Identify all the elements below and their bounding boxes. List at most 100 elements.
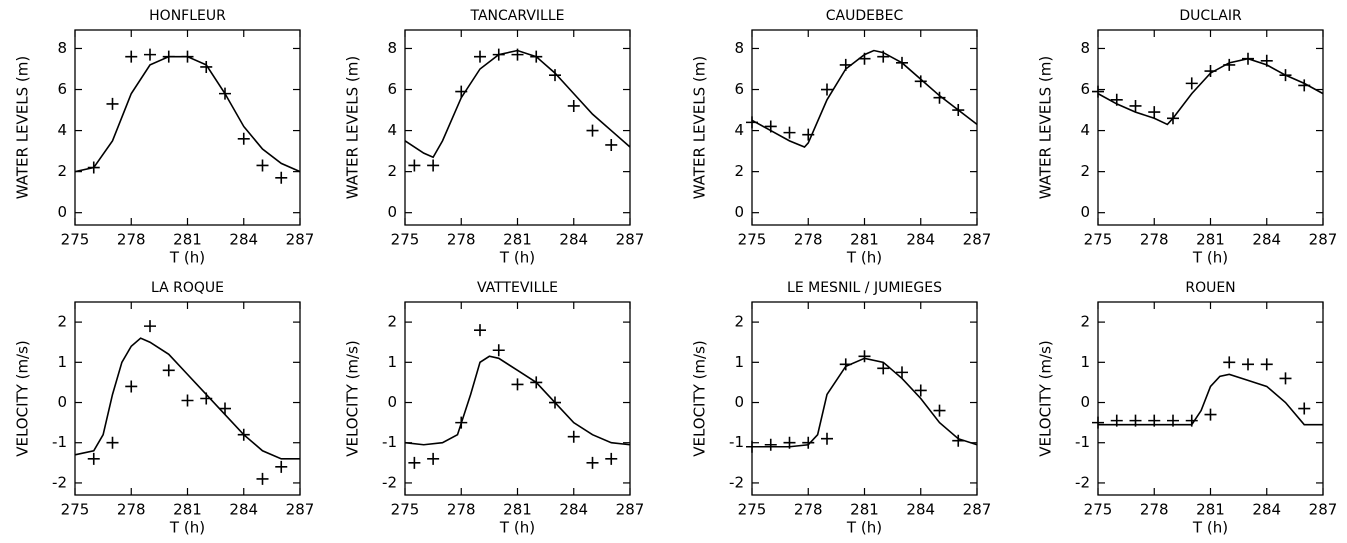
subplot-title: CAUDEBEC: [826, 8, 904, 24]
model-line: [74, 55, 301, 173]
observation-marker: [144, 48, 156, 61]
observation-marker: [1110, 414, 1123, 427]
observation-marker: [802, 128, 815, 141]
y-tick-label: -2: [729, 473, 744, 491]
observation-marker: [427, 452, 440, 465]
x-tick-label: 281: [503, 501, 532, 519]
x-tick-label: 287: [616, 501, 645, 519]
x-tick-label: 287: [286, 231, 315, 249]
y-tick-label: 2: [1080, 313, 1090, 331]
observation-marker: [1092, 416, 1104, 429]
x-tick-label: 278: [794, 501, 823, 519]
subplot: DUCLAIR 275 278 281 284 287 0 2 4 6 8 T (h) WATER LE…: [1037, 8, 1338, 267]
observation-marker: [455, 85, 468, 98]
x-tick-label: 275: [61, 501, 90, 519]
y-axis-label: VELOCITY (m/s): [344, 340, 362, 457]
y-tick-label: 6: [1080, 80, 1090, 98]
x-axis-label: T (h): [499, 249, 535, 267]
observation-marker: [1185, 414, 1198, 427]
observation-marker: [219, 87, 231, 100]
observation-marker: [492, 344, 505, 357]
observation-marker: [256, 159, 269, 172]
observation-marker: [839, 58, 852, 71]
model-line: [1097, 57, 1324, 126]
y-axis-label: WATER LEVELS (m): [1037, 56, 1055, 199]
subplot-title: LE MESNIL / JUMIEGES: [787, 280, 942, 296]
subplot: HONFLEUR 275 278 281 284 287 0 2 4 6 8 T (h) WATER L…: [14, 8, 315, 267]
observation-marker: [1092, 85, 1104, 98]
y-axis-label: VELOCITY (m/s): [691, 340, 709, 457]
observation-marker: [914, 75, 927, 88]
y-tick-label: 0: [387, 203, 397, 221]
subplot-title: DUCLAIR: [1179, 8, 1242, 24]
observation-marker: [106, 436, 119, 449]
observation-marker: [764, 120, 777, 133]
model-line: [404, 49, 631, 159]
x-tick-label: 278: [1140, 231, 1169, 249]
observation-marker: [492, 48, 505, 61]
observation-marker: [1167, 414, 1179, 427]
observation-marker: [162, 50, 175, 63]
x-tick-label: 275: [738, 231, 767, 249]
subplot: LE MESNIL / JUMIEGES 275 278 281 284 287 -2 -1 0…: [691, 280, 992, 537]
observation-marker: [549, 396, 561, 409]
subplot-title: TANCARVILLE: [470, 8, 565, 24]
observation-marker: [530, 50, 543, 63]
observation-marker: [952, 104, 965, 117]
y-tick-label: 8: [387, 39, 397, 57]
model-line: [404, 355, 631, 446]
y-tick-label: 4: [1080, 121, 1090, 139]
observation-marker: [408, 456, 421, 469]
subplot-title: HONFLEUR: [149, 8, 226, 24]
y-tick-label: 0: [57, 203, 67, 221]
observation-marker: [933, 404, 946, 417]
y-tick-label: 2: [57, 313, 67, 331]
y-tick-label: 6: [57, 80, 67, 98]
y-tick-label: -1: [52, 433, 67, 451]
x-tick-label: 287: [286, 501, 315, 519]
observation-marker: [275, 171, 288, 184]
observation-marker: [586, 456, 599, 469]
x-axis-label: T (h): [846, 519, 882, 537]
observation-marker: [1148, 106, 1161, 119]
observation-marker: [877, 50, 890, 63]
observation-marker: [1223, 58, 1236, 71]
x-tick-label: 278: [794, 231, 823, 249]
plot-frame: [1097, 301, 1324, 496]
x-tick-label: 281: [1196, 501, 1225, 519]
observation-marker: [877, 362, 890, 375]
x-tick-label: 284: [229, 231, 258, 249]
observation-marker: [1129, 414, 1142, 427]
x-tick-label: 275: [61, 231, 90, 249]
observation-marker: [567, 99, 580, 112]
observation-marker: [511, 378, 524, 391]
x-tick-label: 284: [559, 231, 588, 249]
observation-marker: [952, 434, 965, 447]
y-tick-label: -1: [1075, 433, 1090, 451]
x-tick-label: 284: [559, 501, 588, 519]
observation-marker: [427, 159, 440, 172]
y-tick-label: 1: [387, 353, 397, 371]
y-tick-label: 1: [1080, 353, 1090, 371]
observation-marker: [914, 384, 927, 397]
subplot: CAUDEBEC 275 278 281 284 287 0 2 4 6 8 T (h) WATER L…: [691, 8, 992, 267]
y-tick-label: 4: [387, 121, 397, 139]
x-axis-label: T (h): [169, 249, 205, 267]
observation-marker: [858, 52, 871, 65]
x-tick-label: 275: [1084, 501, 1113, 519]
y-tick-label: 2: [734, 162, 744, 180]
observation-marker: [567, 430, 580, 443]
observation-marker: [87, 452, 100, 465]
subplot-title: LA ROQUE: [151, 280, 224, 296]
observation-marker: [933, 91, 946, 104]
observation-marker: [746, 116, 758, 129]
x-tick-label: 275: [391, 231, 420, 249]
y-tick-label: 0: [1080, 393, 1090, 411]
y-tick-label: 8: [57, 39, 67, 57]
y-tick-label: -1: [382, 433, 397, 451]
subplot: LA ROQUE 275 278 281 284 287 -2 -1 0 1 2 T (h) VELOC…: [14, 280, 315, 537]
y-axis-label: WATER LEVELS (m): [691, 56, 709, 199]
y-tick-label: 6: [387, 80, 397, 98]
observation-marker: [219, 402, 231, 415]
